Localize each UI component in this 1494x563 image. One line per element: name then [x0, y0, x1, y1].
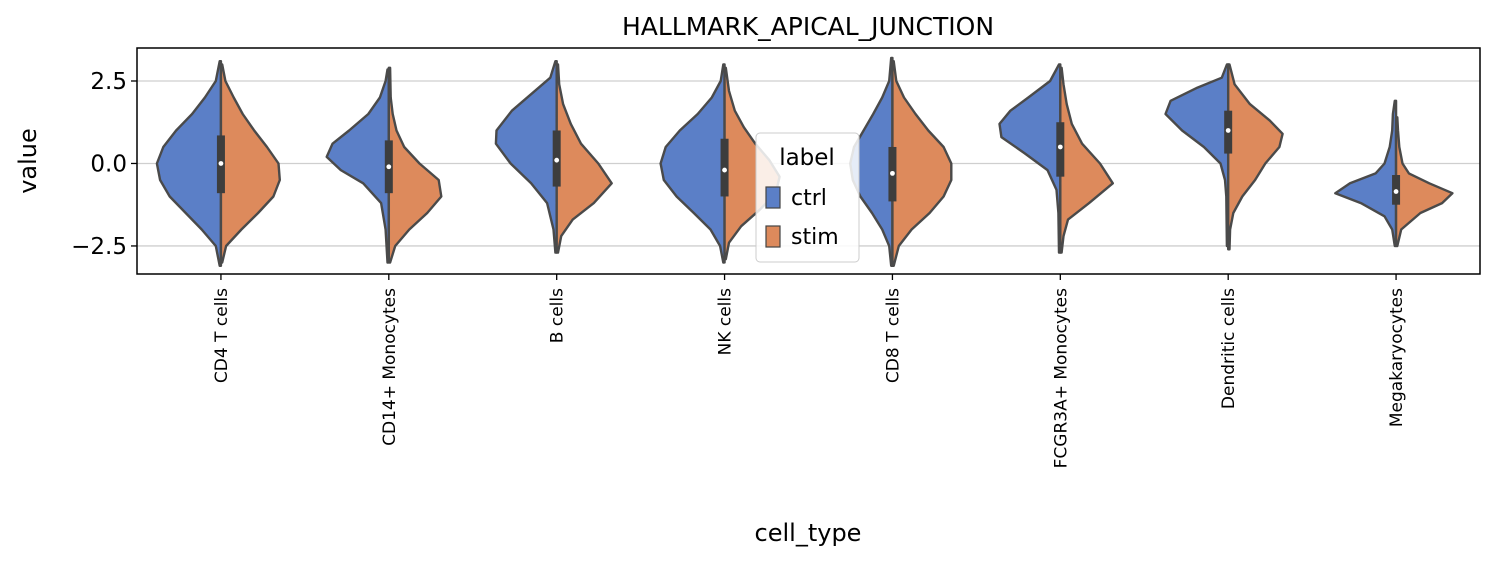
legend-label-stim: stim	[791, 225, 839, 250]
x-tick-label: CD4 T cells	[212, 288, 232, 383]
violin-half-stim	[1059, 66, 1114, 254]
violin-half-stim	[1394, 116, 1454, 248]
y-axis-label: value	[14, 128, 42, 194]
legend-swatch-ctrl	[765, 186, 781, 209]
violin-half-stim	[1226, 63, 1284, 251]
violin-half-ctrl	[998, 63, 1062, 254]
x-tick-label: Megakaryocytes	[1387, 288, 1407, 427]
box-median	[386, 164, 392, 170]
chart-title: HALLMARK_APICAL_JUNCTION	[622, 12, 994, 41]
x-tick-label: B cells	[548, 288, 568, 343]
y-axis-ticks: −2.5 0.0 2.5	[71, 69, 137, 260]
violin-layer	[155, 56, 1454, 267]
x-tick-label: CD8 T cells	[883, 288, 903, 383]
y-tick-label: 0.0	[90, 151, 127, 177]
box-median	[554, 157, 560, 163]
x-tick-label: NK cells	[716, 288, 736, 356]
box-median	[218, 161, 224, 166]
x-tick-label: CD14+ Monocytes	[380, 288, 400, 446]
violin-half-ctrl	[1334, 99, 1398, 248]
x-axis-ticks: CD4 T cells CD14+ Monocytes B cells NK cell…	[212, 274, 1407, 468]
box-median	[1393, 189, 1399, 194]
violin-half-stim	[555, 63, 613, 254]
box-iqr	[720, 138, 729, 197]
box-median	[890, 170, 895, 176]
box-median	[722, 167, 727, 173]
box-median	[1057, 144, 1063, 150]
legend-label-ctrl: ctrl	[791, 186, 827, 211]
x-tick-label: FCGR3A+ Monocytes	[1051, 288, 1071, 469]
violin-half-stim	[387, 66, 443, 264]
y-tick-label: 2.5	[90, 69, 127, 95]
plot-frame	[136, 47, 1481, 275]
violin-half-ctrl	[494, 59, 558, 254]
violin-half-stim	[891, 59, 953, 267]
legend-title: label	[779, 145, 835, 171]
violin-half-ctrl	[155, 59, 223, 267]
box-iqr	[1056, 122, 1065, 177]
legend-frame	[755, 132, 860, 263]
box-layer	[216, 110, 1401, 205]
box-median	[1225, 128, 1231, 133]
violin-half-ctrl	[1164, 63, 1230, 248]
legend: label ctrl stim	[755, 132, 860, 263]
violin-half-stim	[219, 63, 281, 264]
violin-half-ctrl	[325, 68, 391, 264]
x-tick-label: Dendritic cells	[1219, 288, 1239, 409]
x-axis-label: cell_type	[755, 519, 862, 547]
legend-swatch-stim	[765, 225, 781, 248]
violin-half-ctrl	[659, 63, 726, 264]
y-tick-label: −2.5	[71, 234, 127, 260]
